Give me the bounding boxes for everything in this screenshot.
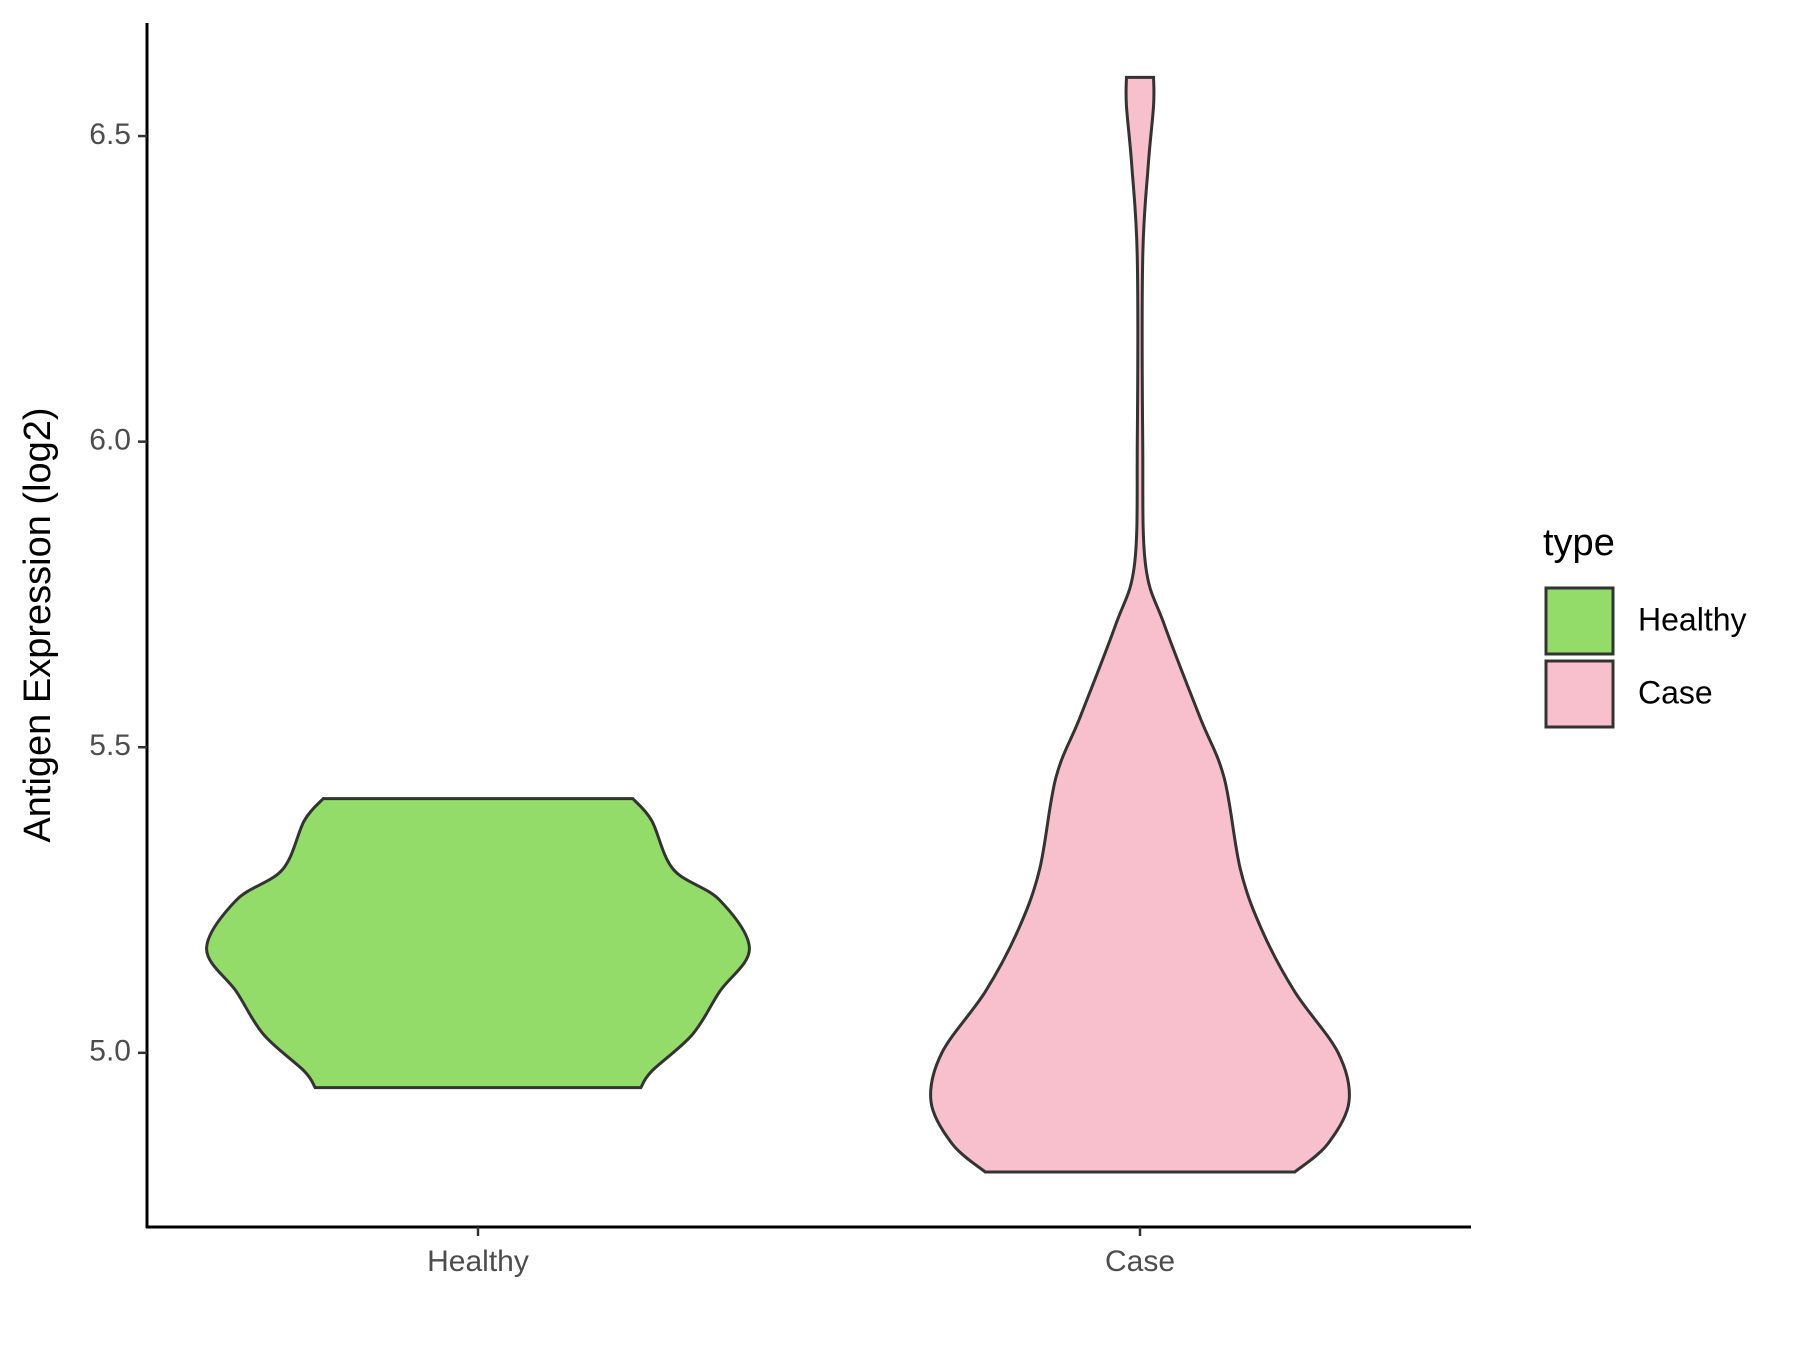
legend-key bbox=[1544, 586, 1615, 656]
legend-title: type bbox=[1543, 522, 1615, 564]
legend-label: Healthy bbox=[1638, 601, 1747, 637]
y-axis-title: Antigen Expression (log2) bbox=[17, 407, 59, 842]
violin bbox=[205, 797, 751, 1090]
x-tick-label: Healthy bbox=[427, 1245, 529, 1278]
y-tick-label: 5.0 bbox=[89, 1035, 131, 1068]
y-tick-label: 6.5 bbox=[89, 118, 131, 151]
legend-key bbox=[1544, 659, 1615, 729]
y-tick-label: 6.0 bbox=[89, 424, 131, 457]
y-tick-label: 5.5 bbox=[89, 729, 131, 762]
legend-label: Case bbox=[1638, 674, 1713, 710]
x-tick-label: Case bbox=[1105, 1245, 1175, 1278]
violin bbox=[929, 75, 1351, 1174]
